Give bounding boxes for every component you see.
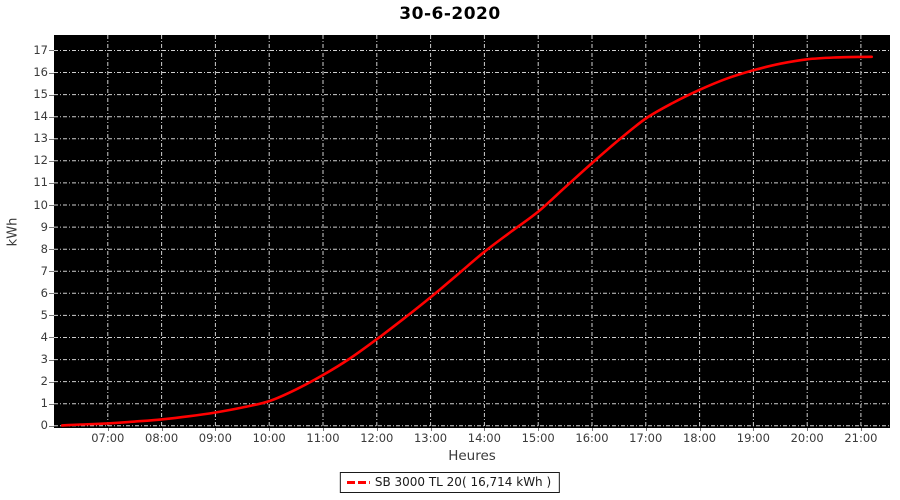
x-tick-mark [161, 428, 163, 431]
x-tick-label: 08:00 [145, 431, 179, 445]
x-axis-label: Heures [448, 448, 496, 464]
x-tick-label: 10:00 [252, 431, 286, 445]
x-tick-label: 20:00 [790, 431, 824, 445]
y-tick-label: 14 [33, 109, 48, 124]
legend-label: SB 3000 TL 20( 16,714 kWh ) [374, 475, 552, 489]
y-tick-label: 3 [40, 352, 48, 367]
y-tick-label: 12 [33, 153, 48, 168]
grid-horizontal-lines [54, 50, 890, 427]
page-title: 30-6-2020 [399, 4, 501, 24]
y-tick-label: 10 [33, 197, 48, 212]
y-tick-mark [49, 116, 54, 118]
x-tick-label: 12:00 [360, 431, 394, 445]
y-tick-mark [49, 271, 54, 273]
y-tick-mark [49, 249, 54, 251]
x-tick-label: 18:00 [682, 431, 717, 445]
y-tick-mark [49, 359, 54, 361]
series-line [60, 55, 873, 427]
x-tick-label: 09:00 [198, 431, 232, 445]
y-tick-mark [49, 182, 54, 184]
y-tick-mark [49, 72, 54, 74]
y-tick-mark [49, 403, 54, 405]
x-tick-mark [753, 428, 755, 431]
y-tick-mark [49, 160, 54, 162]
legend-line-marker [346, 480, 370, 484]
y-tick-mark [49, 50, 54, 52]
grid-vertical-lines [107, 35, 862, 428]
y-tick-label: 7 [40, 263, 48, 278]
y-tick-label: 6 [40, 285, 48, 300]
x-tick-mark [376, 428, 378, 431]
plot-area [54, 35, 890, 428]
x-tick-mark [322, 428, 324, 431]
y-tick-mark [49, 205, 54, 206]
x-tick-mark [538, 428, 540, 431]
y-tick-label: 13 [33, 131, 48, 146]
x-tick-mark [699, 428, 701, 431]
y-tick-label: 15 [33, 87, 48, 102]
x-tick-mark [215, 428, 217, 431]
y-tick-label: 0 [40, 418, 48, 433]
x-tick-label: 21:00 [844, 431, 878, 445]
x-tick-mark [860, 428, 862, 431]
x-tick-mark [807, 428, 809, 431]
x-tick-mark [430, 428, 432, 431]
y-tick-label: 17 [33, 42, 48, 57]
y-tick-label: 16 [33, 65, 48, 80]
y-tick-mark [49, 94, 54, 96]
x-tick-label: 16:00 [575, 431, 609, 445]
x-tick-label: 13:00 [413, 431, 448, 445]
x-tick-label: 07:00 [91, 431, 125, 445]
y-tick-label: 9 [40, 219, 48, 234]
x-tick-mark [107, 428, 109, 431]
legend: SB 3000 TL 20( 16,714 kWh ) [339, 472, 561, 493]
y-tick-mark [49, 293, 54, 295]
y-tick-mark [49, 315, 54, 317]
y-tick-label: 2 [40, 374, 48, 389]
y-tick-mark [49, 337, 54, 339]
y-tick-mark [49, 425, 54, 427]
x-tick-mark [484, 428, 486, 431]
y-tick-mark [49, 227, 54, 229]
y-tick-label: 11 [33, 175, 48, 190]
x-tick-mark [645, 428, 647, 431]
y-tick-label: 4 [40, 329, 48, 344]
chart-canvas [54, 35, 890, 428]
y-tick-mark [49, 381, 54, 383]
x-tick-label: 11:00 [306, 431, 340, 445]
x-tick-mark [269, 428, 271, 431]
y-tick-label: 5 [40, 307, 48, 322]
x-tick-label: 17:00 [629, 431, 663, 445]
x-tick-label: 15:00 [521, 431, 555, 445]
y-tick-label: 8 [40, 241, 48, 256]
y-tick-label: 1 [40, 396, 48, 411]
x-tick-mark [591, 428, 593, 431]
y-tick-mark [49, 138, 54, 140]
x-tick-label: 14:00 [467, 431, 501, 445]
x-tick-label: 19:00 [736, 431, 770, 445]
